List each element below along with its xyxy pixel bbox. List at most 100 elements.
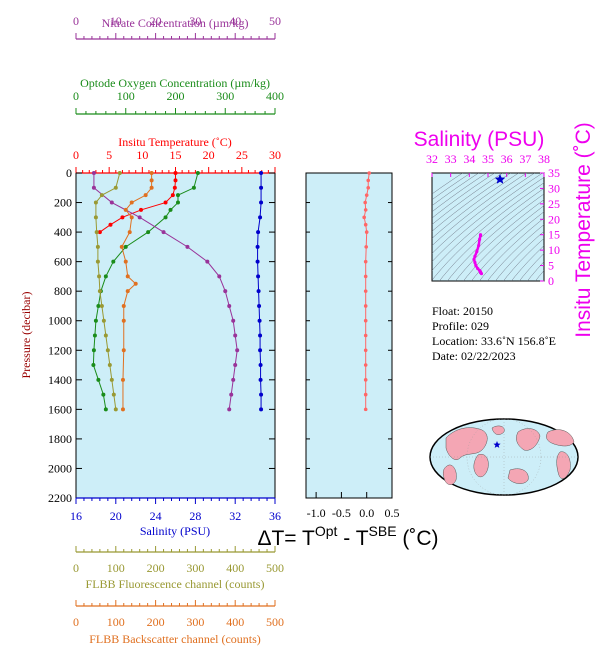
world-map-float-marker <box>493 441 501 448</box>
series-point <box>223 289 228 294</box>
series-point <box>129 215 134 220</box>
ts-star-marker <box>494 174 506 184</box>
series-point <box>257 318 262 323</box>
series-point <box>259 407 264 412</box>
fluorescence-axis-tick-label: 200 <box>147 561 165 575</box>
series-point <box>149 178 154 183</box>
ts-contour <box>432 173 535 254</box>
oxygen-axis-label: Optode Oxygen Concentration (µm/kg) <box>80 76 270 90</box>
ts-contour <box>479 217 544 281</box>
series-point <box>258 333 263 338</box>
profile-series-layer <box>91 171 264 412</box>
delta-t-point <box>363 304 368 308</box>
info-float: Float: 20150 <box>432 304 493 318</box>
ts-contour <box>487 224 544 281</box>
series-point <box>172 185 177 190</box>
ts-xtick-label: 36 <box>501 152 513 166</box>
series-point <box>227 303 232 308</box>
series-point <box>143 193 148 198</box>
series-point <box>123 244 128 249</box>
pressure-tick-label: 1400 <box>48 373 72 387</box>
ts-contour <box>455 199 544 281</box>
delta-t-point <box>363 407 368 412</box>
temperature-axis: 0 5 10 15 20 25 30 <box>73 148 281 174</box>
series-point <box>133 281 138 286</box>
nitrate-axis-tick-label: 20 <box>150 14 162 28</box>
ts-contour <box>432 173 463 195</box>
series-point <box>231 377 236 382</box>
nitrate-axis-tick-label: 30 <box>189 14 201 28</box>
pressure-tick-label: 2000 <box>48 461 72 475</box>
series-point <box>258 377 263 382</box>
nitrate-axis: 0 10 20 30 40 50 <box>73 14 281 40</box>
series-point <box>93 215 98 220</box>
series-point <box>125 274 130 279</box>
series-point <box>139 207 144 212</box>
ts-series-layer <box>472 233 484 276</box>
nitrate-axis-tick-label: 0 <box>73 14 79 28</box>
ts-contour <box>519 253 544 281</box>
salinity-axis-label: Salinity (PSU) <box>140 524 210 538</box>
backscatter-axis-tick-label: 300 <box>186 615 204 629</box>
series-point <box>229 392 234 397</box>
ts-contour <box>432 173 479 206</box>
salinity-axis-tick-label: 32 <box>229 509 241 523</box>
series-point <box>113 185 118 190</box>
info-date: Date: 02/22/2023 <box>432 349 516 363</box>
info-location: Location: 33.6˚N 156.8˚E <box>432 334 556 348</box>
ts-xtick-label: 34 <box>463 152 475 166</box>
temperature-axis-label: Insitu Temperature (˚C) <box>118 135 232 149</box>
series-point <box>168 207 173 212</box>
series-point <box>91 348 96 353</box>
oxygen-axis-tick-label: 300 <box>216 89 234 103</box>
ts-ytick-label: 0 <box>548 274 554 288</box>
series-point <box>119 244 124 249</box>
temperature-axis-tick-label: 10 <box>136 148 148 162</box>
ts-xtick-label: 38 <box>538 152 550 166</box>
fluorescence-axis-tick-label: 0 <box>73 561 79 575</box>
delta-t-point <box>363 208 368 212</box>
pressure-tick-label: 200 <box>54 196 72 210</box>
series-point <box>163 200 168 205</box>
series-point <box>259 392 264 397</box>
world-map <box>429 418 579 496</box>
series-point <box>117 171 122 175</box>
series-point <box>149 185 154 190</box>
delta-t-point <box>367 171 372 175</box>
series-point <box>97 230 102 235</box>
ts-xtick-label: 33 <box>445 152 457 166</box>
ts-contour <box>432 177 544 271</box>
ts-contour <box>432 173 471 200</box>
ts-contour <box>447 193 544 281</box>
delta-t-point <box>362 215 366 220</box>
series-point <box>123 259 128 264</box>
ts-ytick-label: 35 <box>548 166 560 180</box>
ts-ytick-label: 30 <box>548 181 560 195</box>
series-point <box>256 230 261 235</box>
backscatter-axis: 0 100 200 300 400 500 <box>73 600 284 629</box>
nitrate-axis-tick-label: 10 <box>110 14 122 28</box>
series-point <box>185 244 190 249</box>
nitrate-axis-label: Nitrate Concentration (µm/kg) <box>102 16 249 30</box>
series-point <box>91 171 96 175</box>
series-point <box>175 193 180 198</box>
ts-point <box>473 254 477 258</box>
series-point <box>103 407 108 412</box>
nitrate-axis-tick-label: 50 <box>269 14 281 28</box>
delta-t-tick-label: -1.0 <box>307 506 326 520</box>
series-point <box>120 377 125 382</box>
ts-title: Salinity (PSU) <box>414 128 545 151</box>
ts-contour <box>495 231 544 281</box>
series-point <box>161 230 166 235</box>
series-point <box>259 185 264 190</box>
backscatter-axis-tick-label: 200 <box>147 615 165 629</box>
pressure-axis: 0 200 400 600 800 1000 1200 1400 1600 1800 2000 220… <box>48 166 275 505</box>
delta-t-point <box>363 200 367 205</box>
backscatter-axis-tick-label: 0 <box>73 615 79 629</box>
ts-contour <box>439 188 544 281</box>
series-point <box>96 377 101 382</box>
series-point <box>175 200 180 205</box>
series-point <box>137 215 142 220</box>
series-point <box>259 200 264 205</box>
delta-t-axis-label: ΔT= TOpt - TSBE (˚C) <box>257 523 438 550</box>
